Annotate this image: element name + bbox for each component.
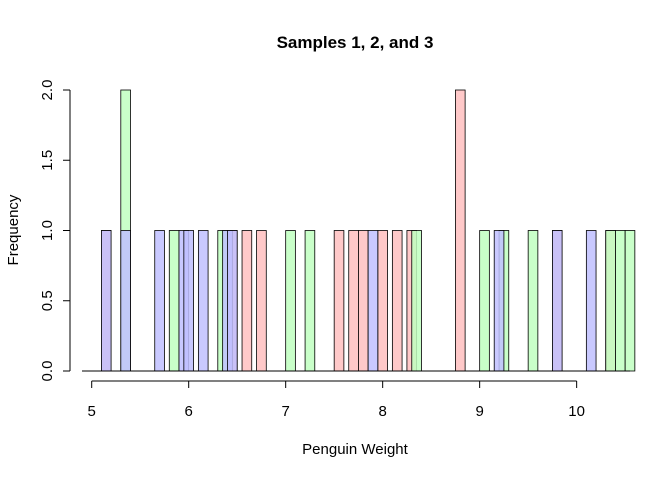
histogram-bar [391,230,403,372]
histogram-bar [197,230,209,372]
y-tick-label: 0.0 [39,361,56,382]
histogram-bar [101,230,112,372]
x-tick-label: 10 [568,403,585,420]
x-axis-label: Penguin Weight [302,441,408,458]
histogram-bar [605,230,616,372]
histogram-bar [256,230,267,372]
histogram-bar [168,230,180,372]
histogram-bar [615,230,626,372]
histogram-bar [241,230,253,372]
histogram-bar [479,230,490,372]
histogram-bar [304,230,316,372]
histogram-bar [527,230,539,372]
y-tick-label: 2.0 [39,80,56,101]
histogram-bar [120,230,131,372]
y-axis-label: Frequency [5,194,22,265]
histogram-bar [154,230,165,372]
y-tick-label: 1.5 [39,150,56,171]
y-tick-label: 1.0 [39,220,56,241]
histogram-bar [227,230,238,372]
histogram-bar [493,230,505,372]
histogram-bar [183,230,194,372]
histogram-bar [348,230,359,372]
chart-title: Samples 1, 2, and 3 [277,33,434,52]
y-tick-label: 0.5 [39,290,56,311]
histogram-bars [82,89,636,372]
histogram-bar [333,230,345,372]
histogram-bar [358,230,369,372]
x-tick-label: 8 [379,403,387,420]
histogram-bar [552,230,563,372]
histogram-bar [377,230,388,372]
x-axis: 5 6 7 8 9 10 [88,380,585,420]
x-tick-label: 9 [475,403,483,420]
histogram-bar [585,230,597,372]
histogram-bar [455,89,466,372]
x-tick-label: 6 [185,403,193,420]
x-tick-label: 7 [282,403,290,420]
histogram-bar [411,230,422,372]
x-tick-label: 5 [88,403,96,420]
histogram-bar [285,230,296,372]
histogram-bar [367,230,379,372]
y-axis: 0.0 0.5 1.0 1.5 2.0 [39,80,71,382]
histogram-bar [624,230,636,372]
